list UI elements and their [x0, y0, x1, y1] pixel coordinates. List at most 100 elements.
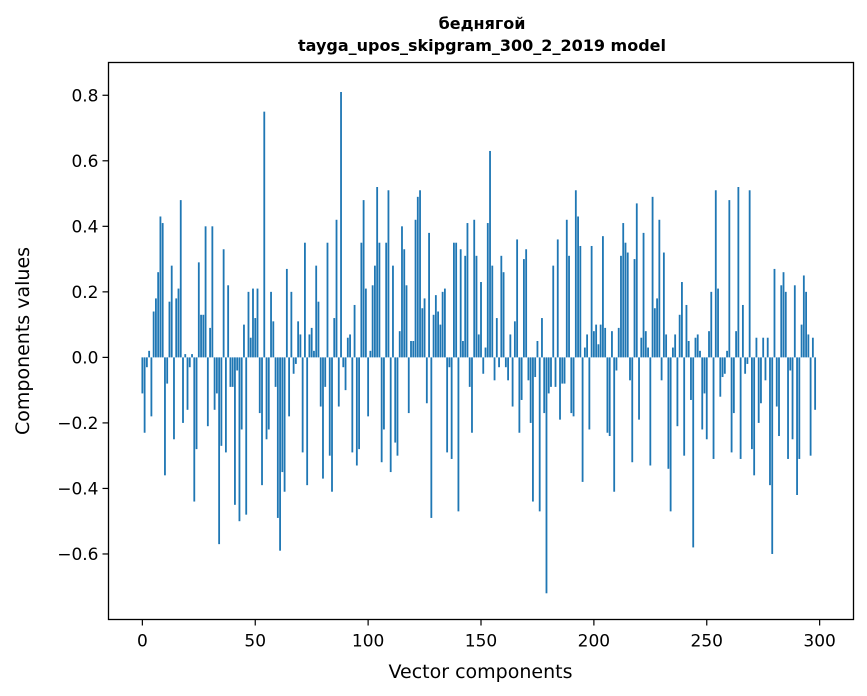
- bar-97: [360, 242, 363, 358]
- bar-63: [283, 357, 286, 492]
- bar-166: [516, 239, 519, 358]
- bar-10: [164, 357, 166, 476]
- bar-54: [263, 111, 266, 358]
- bar-76: [313, 350, 315, 358]
- bar-75: [310, 327, 313, 358]
- bar-281: [775, 357, 778, 407]
- bar-35: [220, 357, 223, 446]
- bar-0: [141, 357, 144, 394]
- bar-189: [568, 255, 570, 358]
- bar-46: [245, 357, 248, 515]
- bar-266: [741, 304, 744, 358]
- x-tick-label: 250: [691, 632, 723, 652]
- bar-32: [213, 357, 216, 410]
- bar-123: [419, 190, 421, 358]
- bar-294: [805, 291, 807, 358]
- bar-261: [730, 357, 733, 453]
- bar-73: [306, 357, 309, 486]
- bar-129: [432, 314, 435, 358]
- bar-1: [143, 357, 146, 433]
- bar-279: [771, 357, 774, 554]
- bar-181: [550, 357, 552, 387]
- bar-226: [651, 196, 654, 358]
- bar-204: [602, 236, 604, 358]
- bar-193: [577, 216, 579, 358]
- bar-86: [335, 219, 338, 358]
- bar-70: [299, 334, 302, 358]
- bar-160: [502, 272, 505, 358]
- bar-183: [554, 357, 557, 387]
- bar-197: [586, 334, 589, 358]
- bar-150: [480, 282, 482, 358]
- bar-134: [443, 288, 446, 358]
- bar-9: [161, 223, 164, 358]
- bar-113: [396, 357, 399, 456]
- bar-296: [809, 357, 812, 456]
- bar-180: [547, 357, 550, 394]
- bar-216: [629, 357, 631, 381]
- bar-202: [597, 344, 600, 358]
- bar-219: [635, 203, 638, 358]
- y-tick-label: 0.2: [71, 283, 98, 303]
- bar-278: [769, 357, 771, 486]
- bar-98: [362, 200, 365, 358]
- bar-79: [319, 357, 322, 407]
- bar-196: [583, 347, 586, 358]
- bar-145: [468, 357, 471, 387]
- bar-262: [732, 357, 735, 414]
- bar-192: [574, 190, 577, 358]
- bar-171: [527, 357, 530, 381]
- bar-234: [669, 357, 672, 512]
- bar-128: [430, 357, 433, 518]
- bar-172: [529, 357, 532, 423]
- bar-12: [168, 301, 171, 358]
- bar-30: [209, 327, 211, 358]
- x-tick-label: 100: [352, 632, 384, 652]
- bar-130: [434, 295, 437, 358]
- bar-102: [371, 285, 374, 358]
- bar-165: [513, 321, 516, 358]
- bar-255: [717, 288, 719, 358]
- bar-156: [493, 357, 496, 381]
- bar-233: [667, 357, 670, 469]
- bar-95: [355, 357, 358, 466]
- bar-124: [421, 308, 424, 358]
- bar-161: [504, 357, 507, 368]
- bar-64: [285, 268, 288, 358]
- bar-237: [676, 357, 679, 427]
- bar-90: [344, 357, 347, 391]
- bar-247: [699, 350, 701, 358]
- x-axis-ticks: 0 50 100 150 200 250 300: [137, 619, 836, 652]
- bar-152: [484, 347, 487, 358]
- bar-257: [721, 357, 724, 378]
- bar-18: [182, 357, 184, 423]
- bar-173: [532, 357, 534, 502]
- bar-127: [428, 232, 430, 358]
- bar-51: [256, 288, 259, 358]
- bar-212: [620, 255, 622, 358]
- bar-11: [166, 357, 169, 384]
- bar-284: [782, 272, 785, 358]
- bar-66: [290, 291, 293, 358]
- bar-223: [644, 331, 647, 358]
- bar-151: [482, 357, 485, 374]
- bar-44: [240, 357, 243, 430]
- bar-125: [423, 298, 426, 358]
- bar-147: [473, 219, 476, 358]
- bar-205: [604, 327, 607, 358]
- bar-77: [315, 265, 318, 358]
- bar-41: [234, 357, 236, 505]
- bar-277: [766, 337, 769, 358]
- bar-7: [157, 272, 160, 358]
- bar-176: [538, 357, 541, 512]
- chart-subtitle: tayga_upos_skipgram_300_2_2019 model: [298, 36, 666, 55]
- bar-37: [224, 357, 227, 453]
- bar-231: [662, 252, 665, 358]
- bar-170: [525, 249, 528, 358]
- bar-244: [692, 357, 695, 548]
- bar-208: [611, 331, 613, 358]
- bar-99: [364, 288, 367, 358]
- bar-3: [148, 350, 151, 358]
- bar-185: [559, 357, 561, 420]
- y-axis-ticks: −0.6 −0.4 −0.2 0.0 0.2 0.4 0.6 0.8: [57, 86, 109, 565]
